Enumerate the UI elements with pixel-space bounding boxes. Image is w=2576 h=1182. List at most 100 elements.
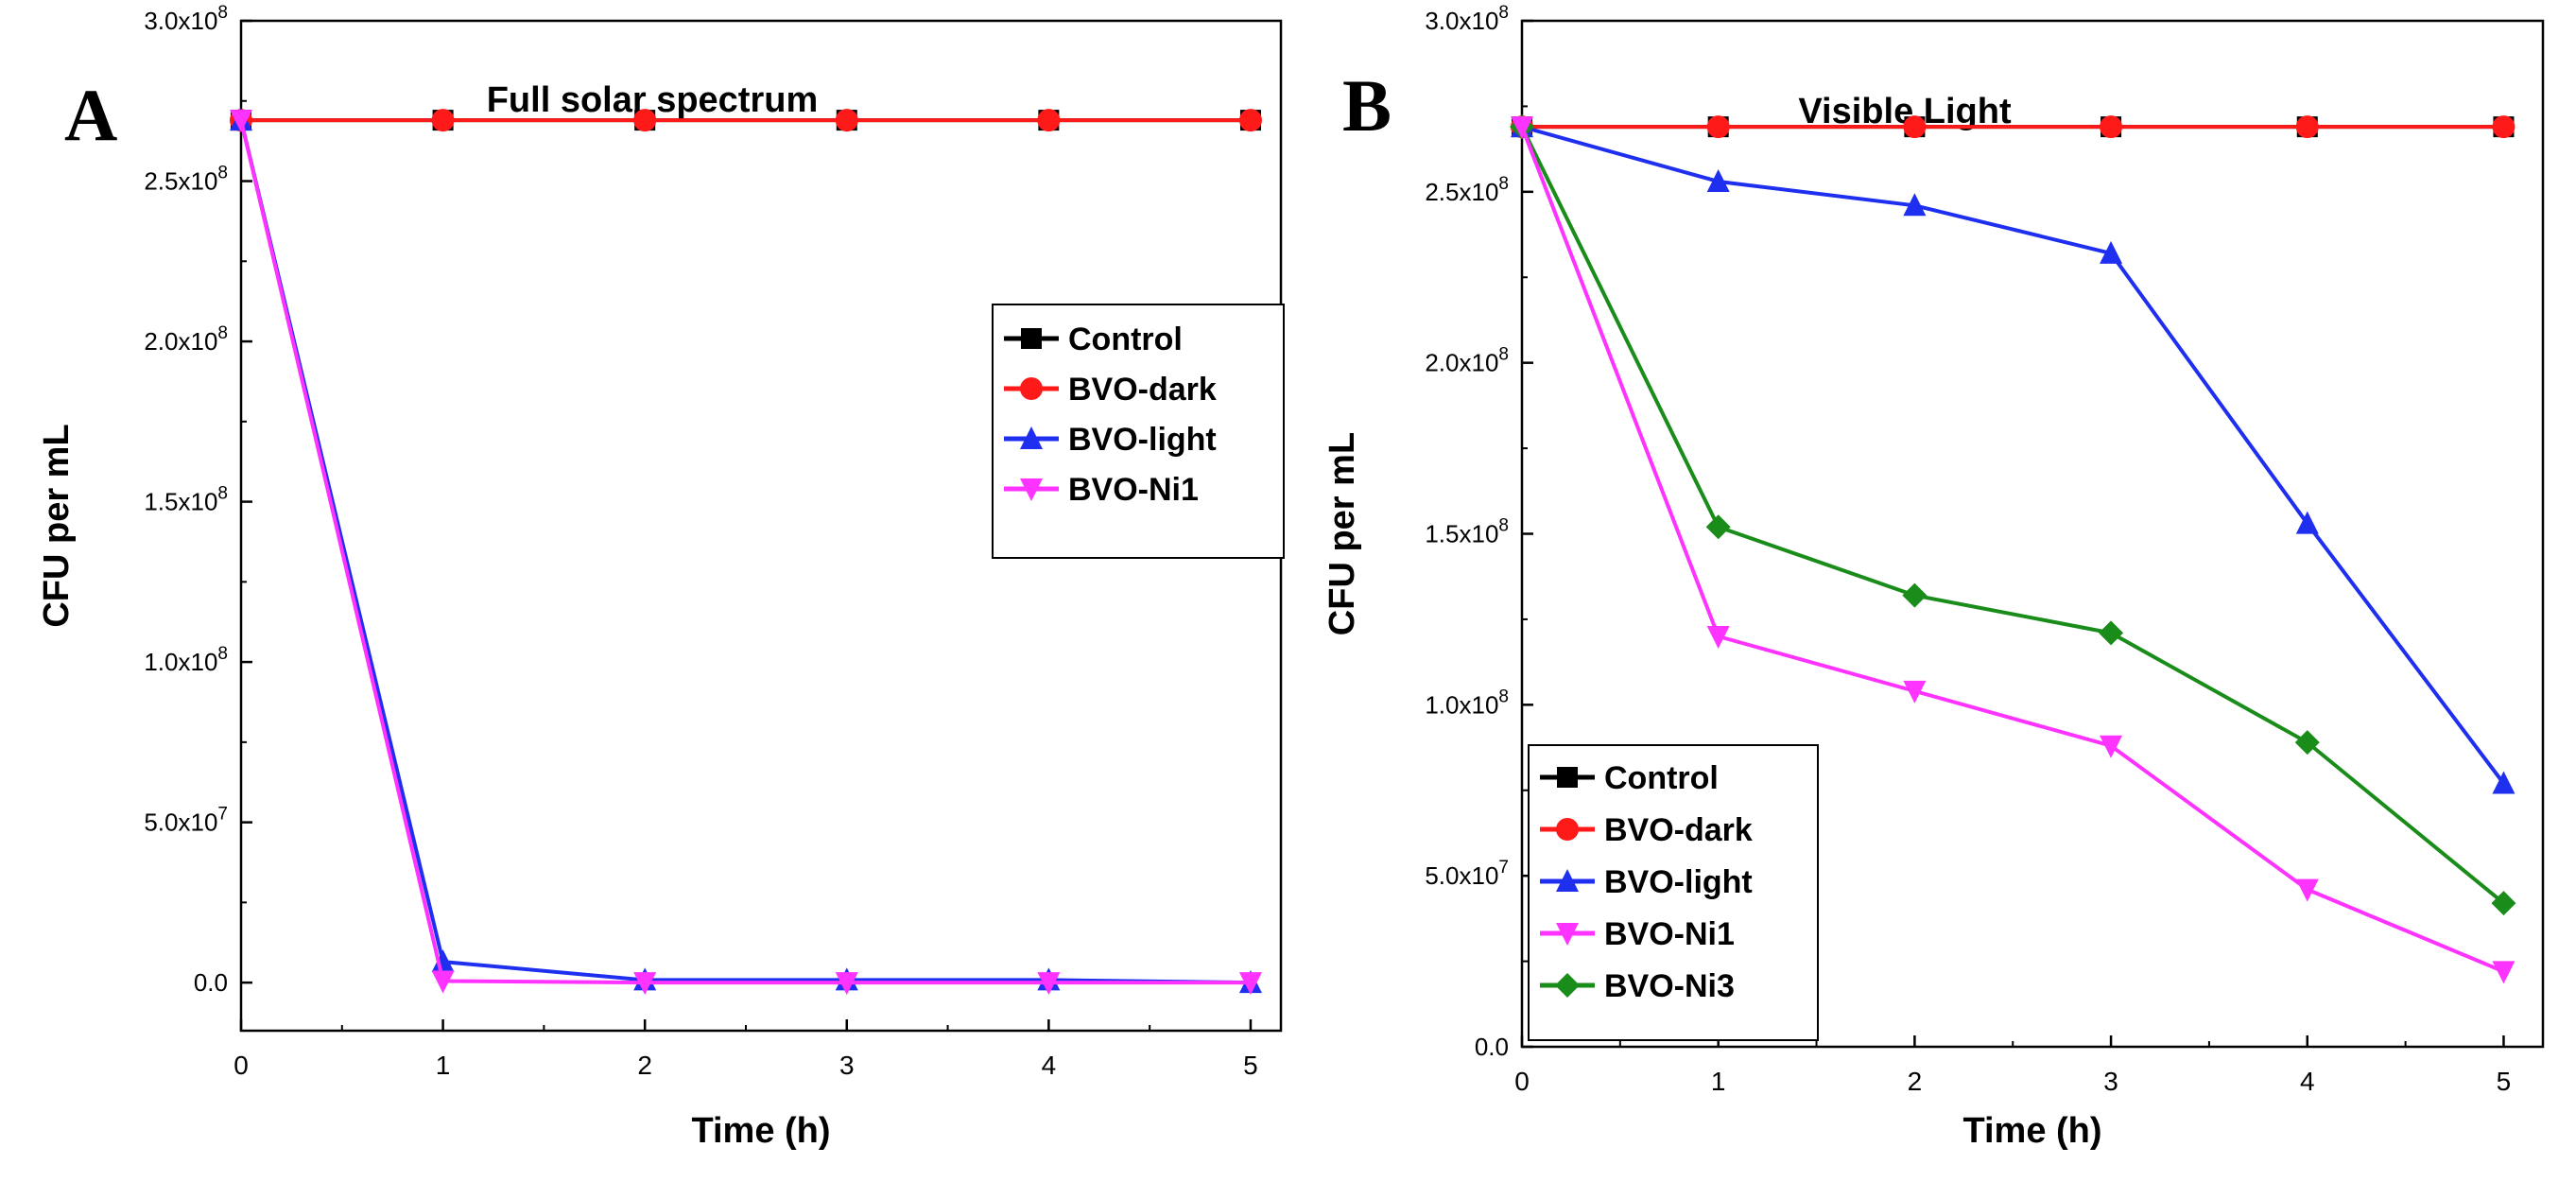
panel-b-series [1510, 114, 2516, 984]
panel-b-point-bvo-ni1 [2295, 878, 2319, 902]
panel-b-legend-marker-bvo-ni1 [1556, 923, 1579, 946]
panel-a-point-bvo-ni1 [633, 972, 657, 996]
panel-a-point-bvo-light [431, 949, 455, 973]
panel-a-line-bvo-light [239, 119, 1251, 985]
panel-b-legend-entry-bvo-ni1: BVO-Ni1 [1540, 916, 1735, 952]
panel-b-x-tick-label: 2 [1908, 1067, 1923, 1096]
panel-a-legend-entry-control: Control [1004, 322, 1183, 357]
panel-a-line-bvo-ni1 [239, 119, 1251, 985]
panel-a-y-axis: 0.0 5.0x107 1.0x108 1.5x108 2.0x108 2.5x108 3.… [144, 3, 252, 997]
panel-b-point-bvo-dark [1903, 115, 1927, 139]
panel-b-y-axis: 0.0 5.0x107 1.0x108 1.5x108 2.0x108 2.5x108 3.… [1425, 3, 1533, 1061]
panel-b-x-tick-label: 3 [2103, 1067, 2118, 1096]
panel-a-point-bvo-dark [1037, 109, 1061, 132]
panel-b-y-tick-label: 5.0x107 [1425, 858, 1509, 890]
panel-b-y-tick-label: 2.5x108 [1425, 174, 1509, 206]
panel-b-y-tick-label: 1.5x108 [1425, 516, 1509, 548]
panel-a-x-tick-label: 3 [839, 1051, 855, 1080]
panel-a-y-tick-label: 2.5x108 [144, 164, 228, 196]
panel-a-letter: A [64, 74, 117, 156]
panel-a-legend-entry-bvo-ni1: BVO-Ni1 [1004, 472, 1199, 508]
panel-b-legend-label-control: Control [1604, 760, 1719, 796]
panel-b-legend-marker-bvo-light [1556, 869, 1579, 892]
panel-b-x-tick-label: 4 [2300, 1067, 2315, 1096]
panel-b-y-tick-label: 2.0x108 [1425, 345, 1509, 377]
panel-a-point-bvo-dark [431, 109, 455, 132]
panel-a-legend-entry-bvo-light: BVO-light [1004, 422, 1217, 458]
panel-a-legend-marker-bvo-ni1 [1020, 478, 1043, 501]
panel-a-point-bvo-ni1 [835, 972, 858, 996]
panel-a-x-tick-label: 5 [1243, 1051, 1258, 1080]
panel-b-legend-frame [1528, 744, 1819, 1041]
panel-b-legend-entry-bvo-ni3: BVO-Ni3 [1540, 968, 1735, 1004]
panel-b-legend-label-bvo-ni1: BVO-Ni1 [1604, 916, 1735, 952]
panel-a-y-tick-label: 5.0x107 [144, 805, 228, 837]
panel-b-line-bvo-ni3 [1520, 126, 2505, 905]
panel-a-point-bvo-ni1 [1238, 972, 1262, 996]
panel-a-x-tick-label: 4 [1042, 1051, 1057, 1080]
panel-a-y-tick-label: 1.0x108 [144, 644, 228, 676]
panel-a-legend-marker-bvo-light [1020, 426, 1043, 449]
panel-b-point-bvo-ni1 [1706, 626, 1730, 649]
panel-a-y-tick-label: 0.0 [194, 968, 228, 997]
panel-b-point-bvo-light [2295, 511, 2319, 534]
panel-a-legend-label-bvo-dark: BVO-dark [1068, 372, 1217, 408]
panel-b-y-tick-label: 3.0x108 [1425, 3, 1509, 35]
panel-b-point-bvo-light [2492, 771, 2515, 794]
panel-a-point-bvo-ni1 [1037, 972, 1061, 996]
panel-b-point-bvo-dark [2100, 115, 2123, 139]
panel-b-point-bvo-dark [2492, 115, 2515, 139]
panel-b-legend-marker-bvo-ni3 [1555, 973, 1580, 998]
panel-a-point-bvo-dark [1238, 109, 1262, 132]
panel-a-legend-label-bvo-ni1: BVO-Ni1 [1068, 472, 1199, 508]
panel-b-y-axis-label: CFU per mL [1323, 432, 1362, 635]
panel-b-point-bvo-ni3 [2491, 891, 2516, 916]
panel-a-point-bvo-ni1 [230, 110, 252, 133]
panel-b-legend-marker-control [1557, 767, 1578, 788]
panel-b-point-bvo-ni1 [2100, 735, 2123, 758]
panel-a-legend-label-bvo-light: BVO-light [1068, 422, 1217, 458]
panel-b-point-bvo-ni1 [1903, 680, 1927, 704]
panel-b-point-bvo-light [1903, 193, 1927, 217]
panel-b-legend-entry-control: Control [1540, 760, 1719, 796]
panel-b-legend-label-bvo-ni3: BVO-Ni3 [1604, 968, 1735, 1004]
panel-b-line-bvo-ni1 [1520, 126, 2505, 974]
panel-b-legend-entry-bvo-dark: BVO-dark [1540, 812, 1753, 848]
panel-a-y-tick-label: 1.5x108 [144, 484, 228, 516]
panel-a-series [230, 108, 1262, 996]
panel-b-legend: Control BVO-dark BVO-light BVO-Ni1 BVO-Ni3 [1528, 744, 1819, 1041]
panel-b-x-tick-label: 1 [1711, 1067, 1726, 1096]
panel-a-legend: Control BVO-dark BVO-light BVO-Ni1 [992, 304, 1285, 559]
panel-b-point-bvo-ni1 [2492, 961, 2515, 984]
panel-b-x-tick-label: 5 [2497, 1067, 2512, 1096]
panel-a-x-axis-label: Time (h) [691, 1111, 830, 1151]
panel-b-legend-marker-bvo-dark [1556, 818, 1579, 841]
panel-a-x-tick-label: 2 [637, 1051, 652, 1080]
panel-a-legend-entry-bvo-dark: BVO-dark [1004, 372, 1217, 408]
panel-b-legend-entry-bvo-light: BVO-light [1540, 864, 1753, 900]
panel-b-letter: B [1342, 64, 1392, 147]
panel-a-legend-label-control: Control [1068, 322, 1183, 357]
panel-a-x-axis: 0 1 2 3 4 5 [233, 1019, 1258, 1080]
panel-b-legend-label-bvo-dark: BVO-dark [1604, 812, 1753, 848]
panel-b-x-axis: 0 1 2 3 4 5 [1514, 1035, 2511, 1096]
panel-b-point-bvo-ni1 [1511, 116, 1533, 140]
panel-b-point-bvo-ni3 [2294, 730, 2320, 756]
panel-a-point-bvo-ni1 [431, 970, 455, 994]
panel-a-legend-marker-control [1021, 328, 1042, 349]
panel-b-point-bvo-light [2100, 240, 2123, 264]
panel-b-point-bvo-ni3 [1902, 582, 1928, 608]
panel-b-line-bvo-light [1521, 125, 2506, 785]
panel-b-point-bvo-light [1706, 168, 1730, 192]
panel-b-x-tick-label: 0 [1514, 1067, 1530, 1096]
panel-b-point-bvo-ni3 [1705, 514, 1731, 540]
panel-b-x-axis-label: Time (h) [1962, 1111, 2101, 1151]
panel-a-legend-marker-bvo-dark [1020, 377, 1043, 400]
panel-b-y-tick-label: 1.0x108 [1425, 687, 1509, 719]
panel-a-y-axis-label: CFU per mL [37, 424, 77, 627]
panel-b-point-bvo-ni3 [2099, 620, 2124, 646]
panel-b-point-bvo-dark [2295, 115, 2319, 139]
